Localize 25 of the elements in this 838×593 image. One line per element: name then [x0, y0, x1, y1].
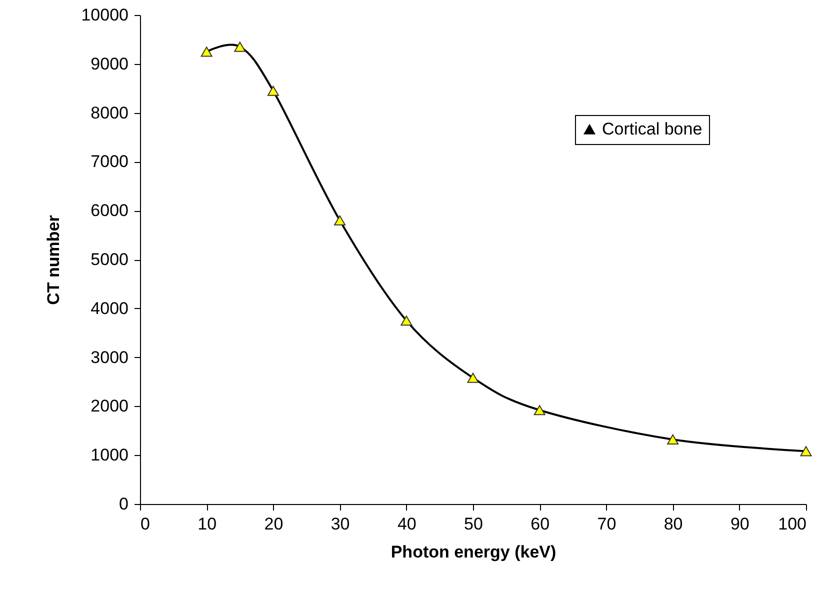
x-tick-label: 70: [597, 514, 616, 534]
x-tick-label: 40: [397, 514, 416, 534]
legend-label: Cortical bone: [602, 120, 702, 138]
y-tick-label: 2000: [90, 396, 128, 416]
y-tick-label: 3000: [90, 348, 128, 367]
y-axis-title: CT number: [44, 214, 64, 305]
y-tick-label: 0: [119, 494, 128, 514]
x-tick-label: 90: [730, 514, 750, 534]
x-axis-title: Photon energy (keV): [390, 542, 556, 562]
x-tick-label: 30: [330, 514, 350, 534]
y-tick-label: 1000: [90, 446, 128, 465]
x-tick-label: 80: [664, 514, 683, 534]
x-tick-label: 60: [530, 514, 550, 534]
y-tick-label: 8000: [90, 103, 128, 122]
y-tick-label: 5000: [90, 250, 128, 269]
x-tick-label: 10: [198, 514, 217, 534]
x-tick-label: 20: [264, 514, 284, 534]
y-tick-label: 10000: [81, 6, 128, 24]
y-tick-label: 4000: [90, 298, 128, 318]
y-tick-label: 6000: [90, 201, 128, 220]
x-tick-label: 0: [140, 514, 150, 534]
y-tick-label: 9000: [90, 54, 128, 74]
x-tick-label: 100: [778, 514, 806, 534]
y-tick-label: 7000: [90, 152, 128, 172]
x-tick-label: 50: [464, 514, 483, 534]
